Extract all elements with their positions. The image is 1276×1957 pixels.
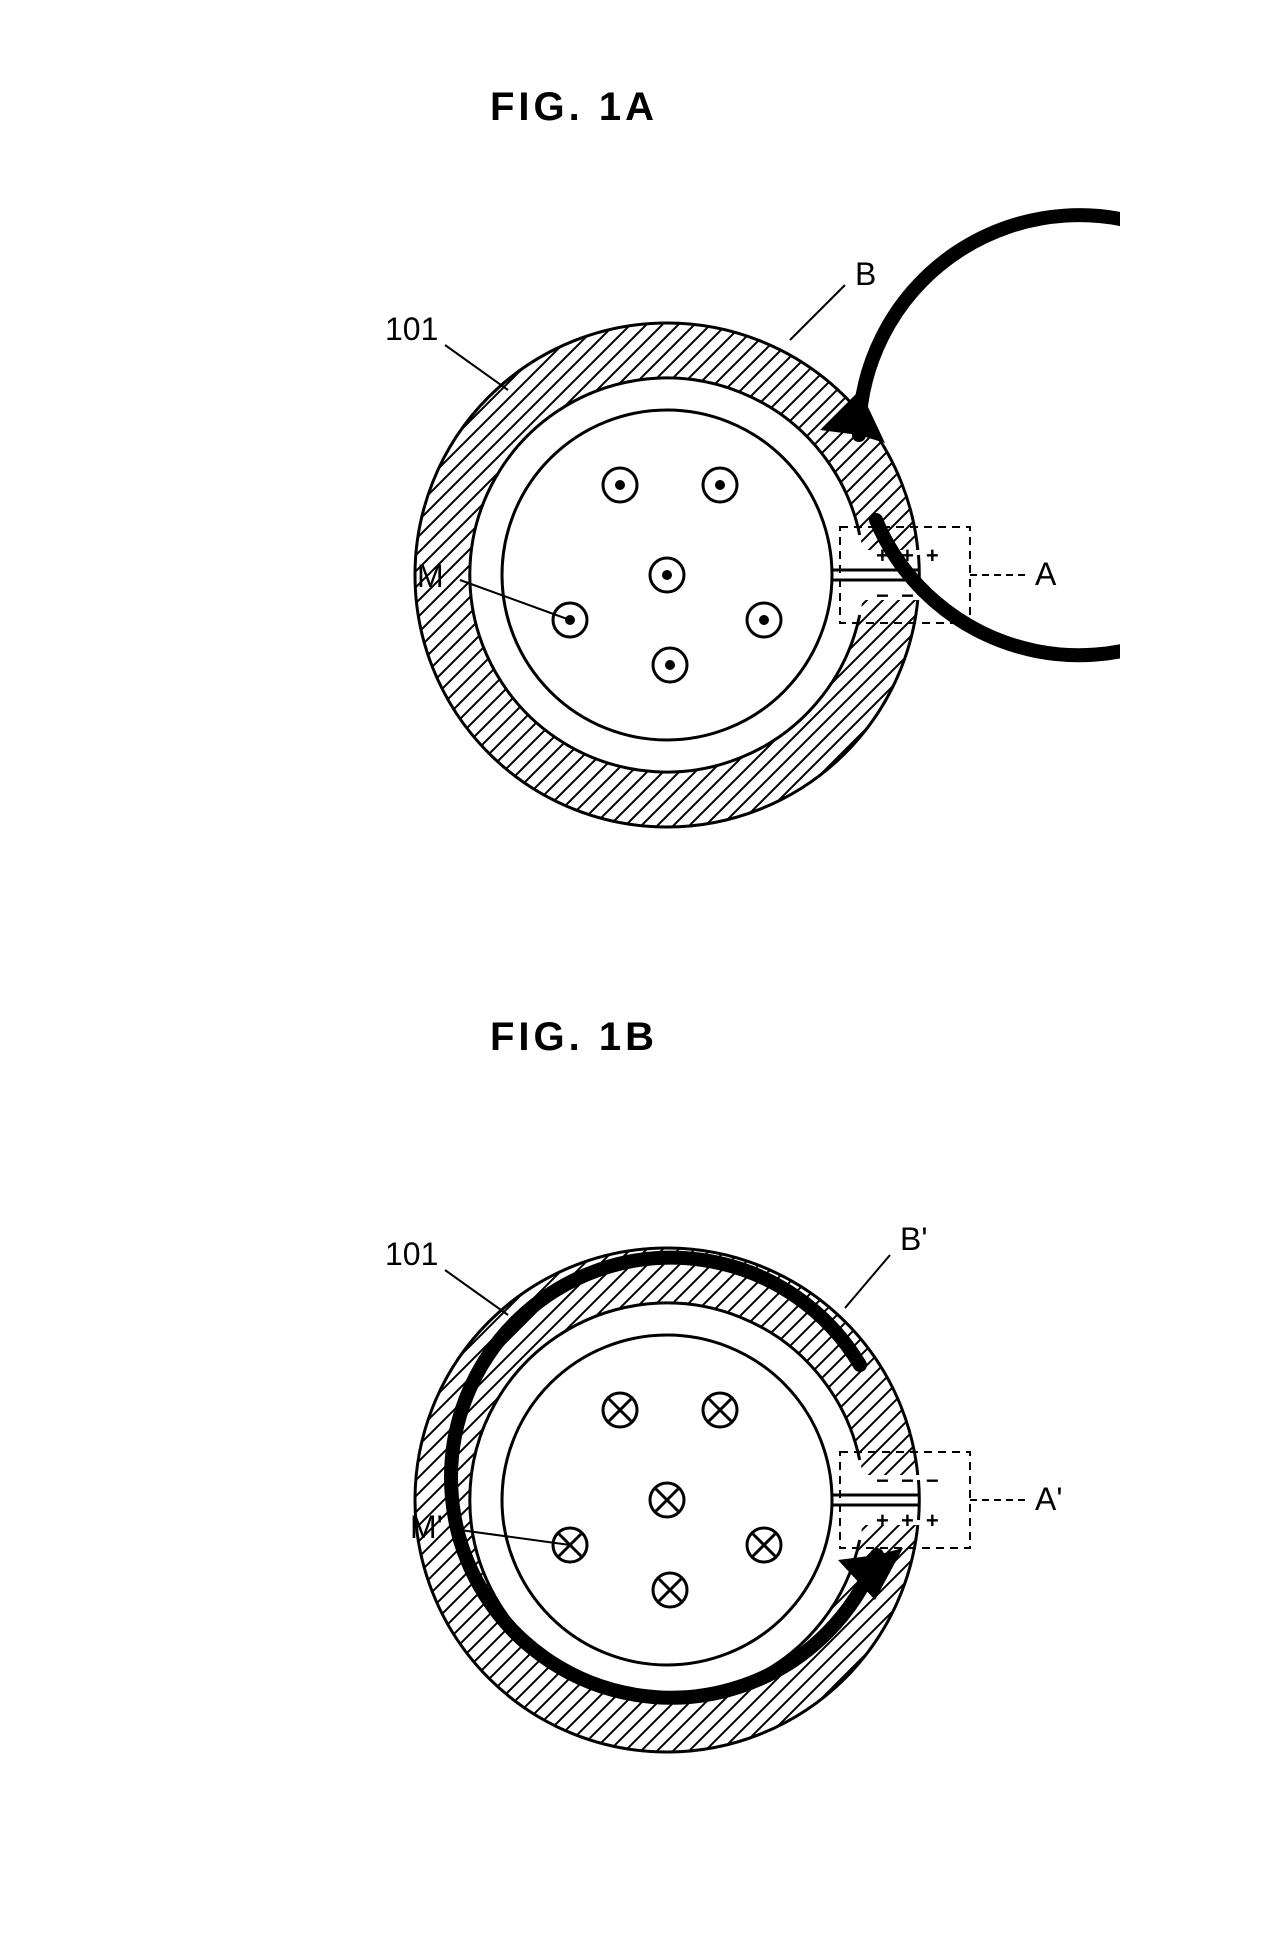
fig-1a-title: FIG. 1A bbox=[490, 85, 658, 130]
fig-1b-diagram: − − − + + + 101 B' M' A' bbox=[220, 1100, 1120, 1900]
label-101-a: 101 bbox=[385, 311, 438, 347]
label-a-a: A bbox=[1035, 556, 1057, 592]
charge-bottom-a: − − − bbox=[876, 583, 942, 608]
label-m-a: M bbox=[417, 558, 444, 594]
label-b-a: B bbox=[855, 256, 876, 292]
label-101-b: 101 bbox=[385, 1236, 438, 1272]
label-bprime: B' bbox=[900, 1221, 927, 1257]
fig-1b-title: FIG. 1B bbox=[490, 1015, 658, 1060]
charge-top-b: − − − bbox=[876, 1468, 942, 1493]
label-aprime: A' bbox=[1035, 1481, 1062, 1517]
label-mprime: M' bbox=[410, 1509, 443, 1545]
charge-top-a: + + + bbox=[876, 543, 942, 568]
fig-1a-diagram: + + + − − − 101 B M A bbox=[220, 175, 1120, 975]
charge-bottom-b: + + + bbox=[876, 1508, 942, 1533]
